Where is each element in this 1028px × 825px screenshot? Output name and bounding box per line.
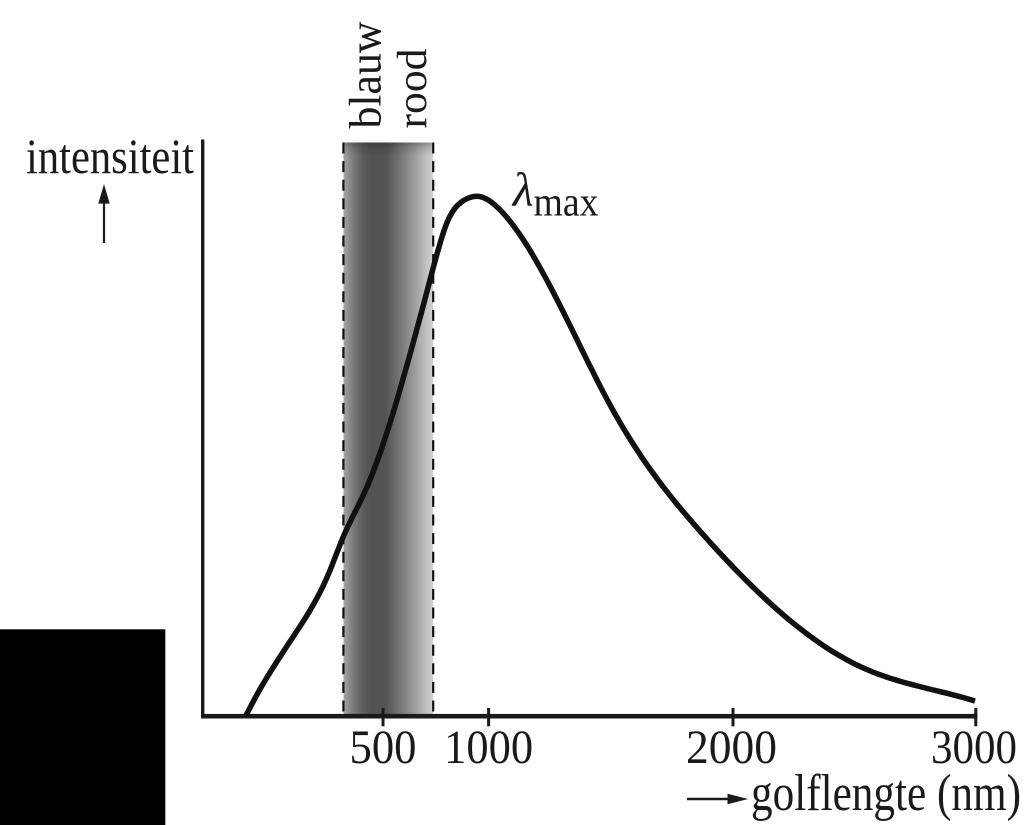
svg-text:1000: 1000 xyxy=(444,721,533,774)
svg-text:500: 500 xyxy=(350,721,417,774)
svg-text:λ: λ xyxy=(511,164,534,217)
svg-text:max: max xyxy=(534,179,599,225)
svg-text:3000: 3000 xyxy=(931,721,1017,774)
svg-text:intensiteit: intensiteit xyxy=(26,128,194,184)
svg-text:rood: rood xyxy=(390,49,436,129)
svg-text:blauw: blauw xyxy=(341,21,391,128)
svg-text:golflengte (nm): golflengte (nm) xyxy=(751,765,1021,822)
svg-text:2000: 2000 xyxy=(686,721,777,774)
